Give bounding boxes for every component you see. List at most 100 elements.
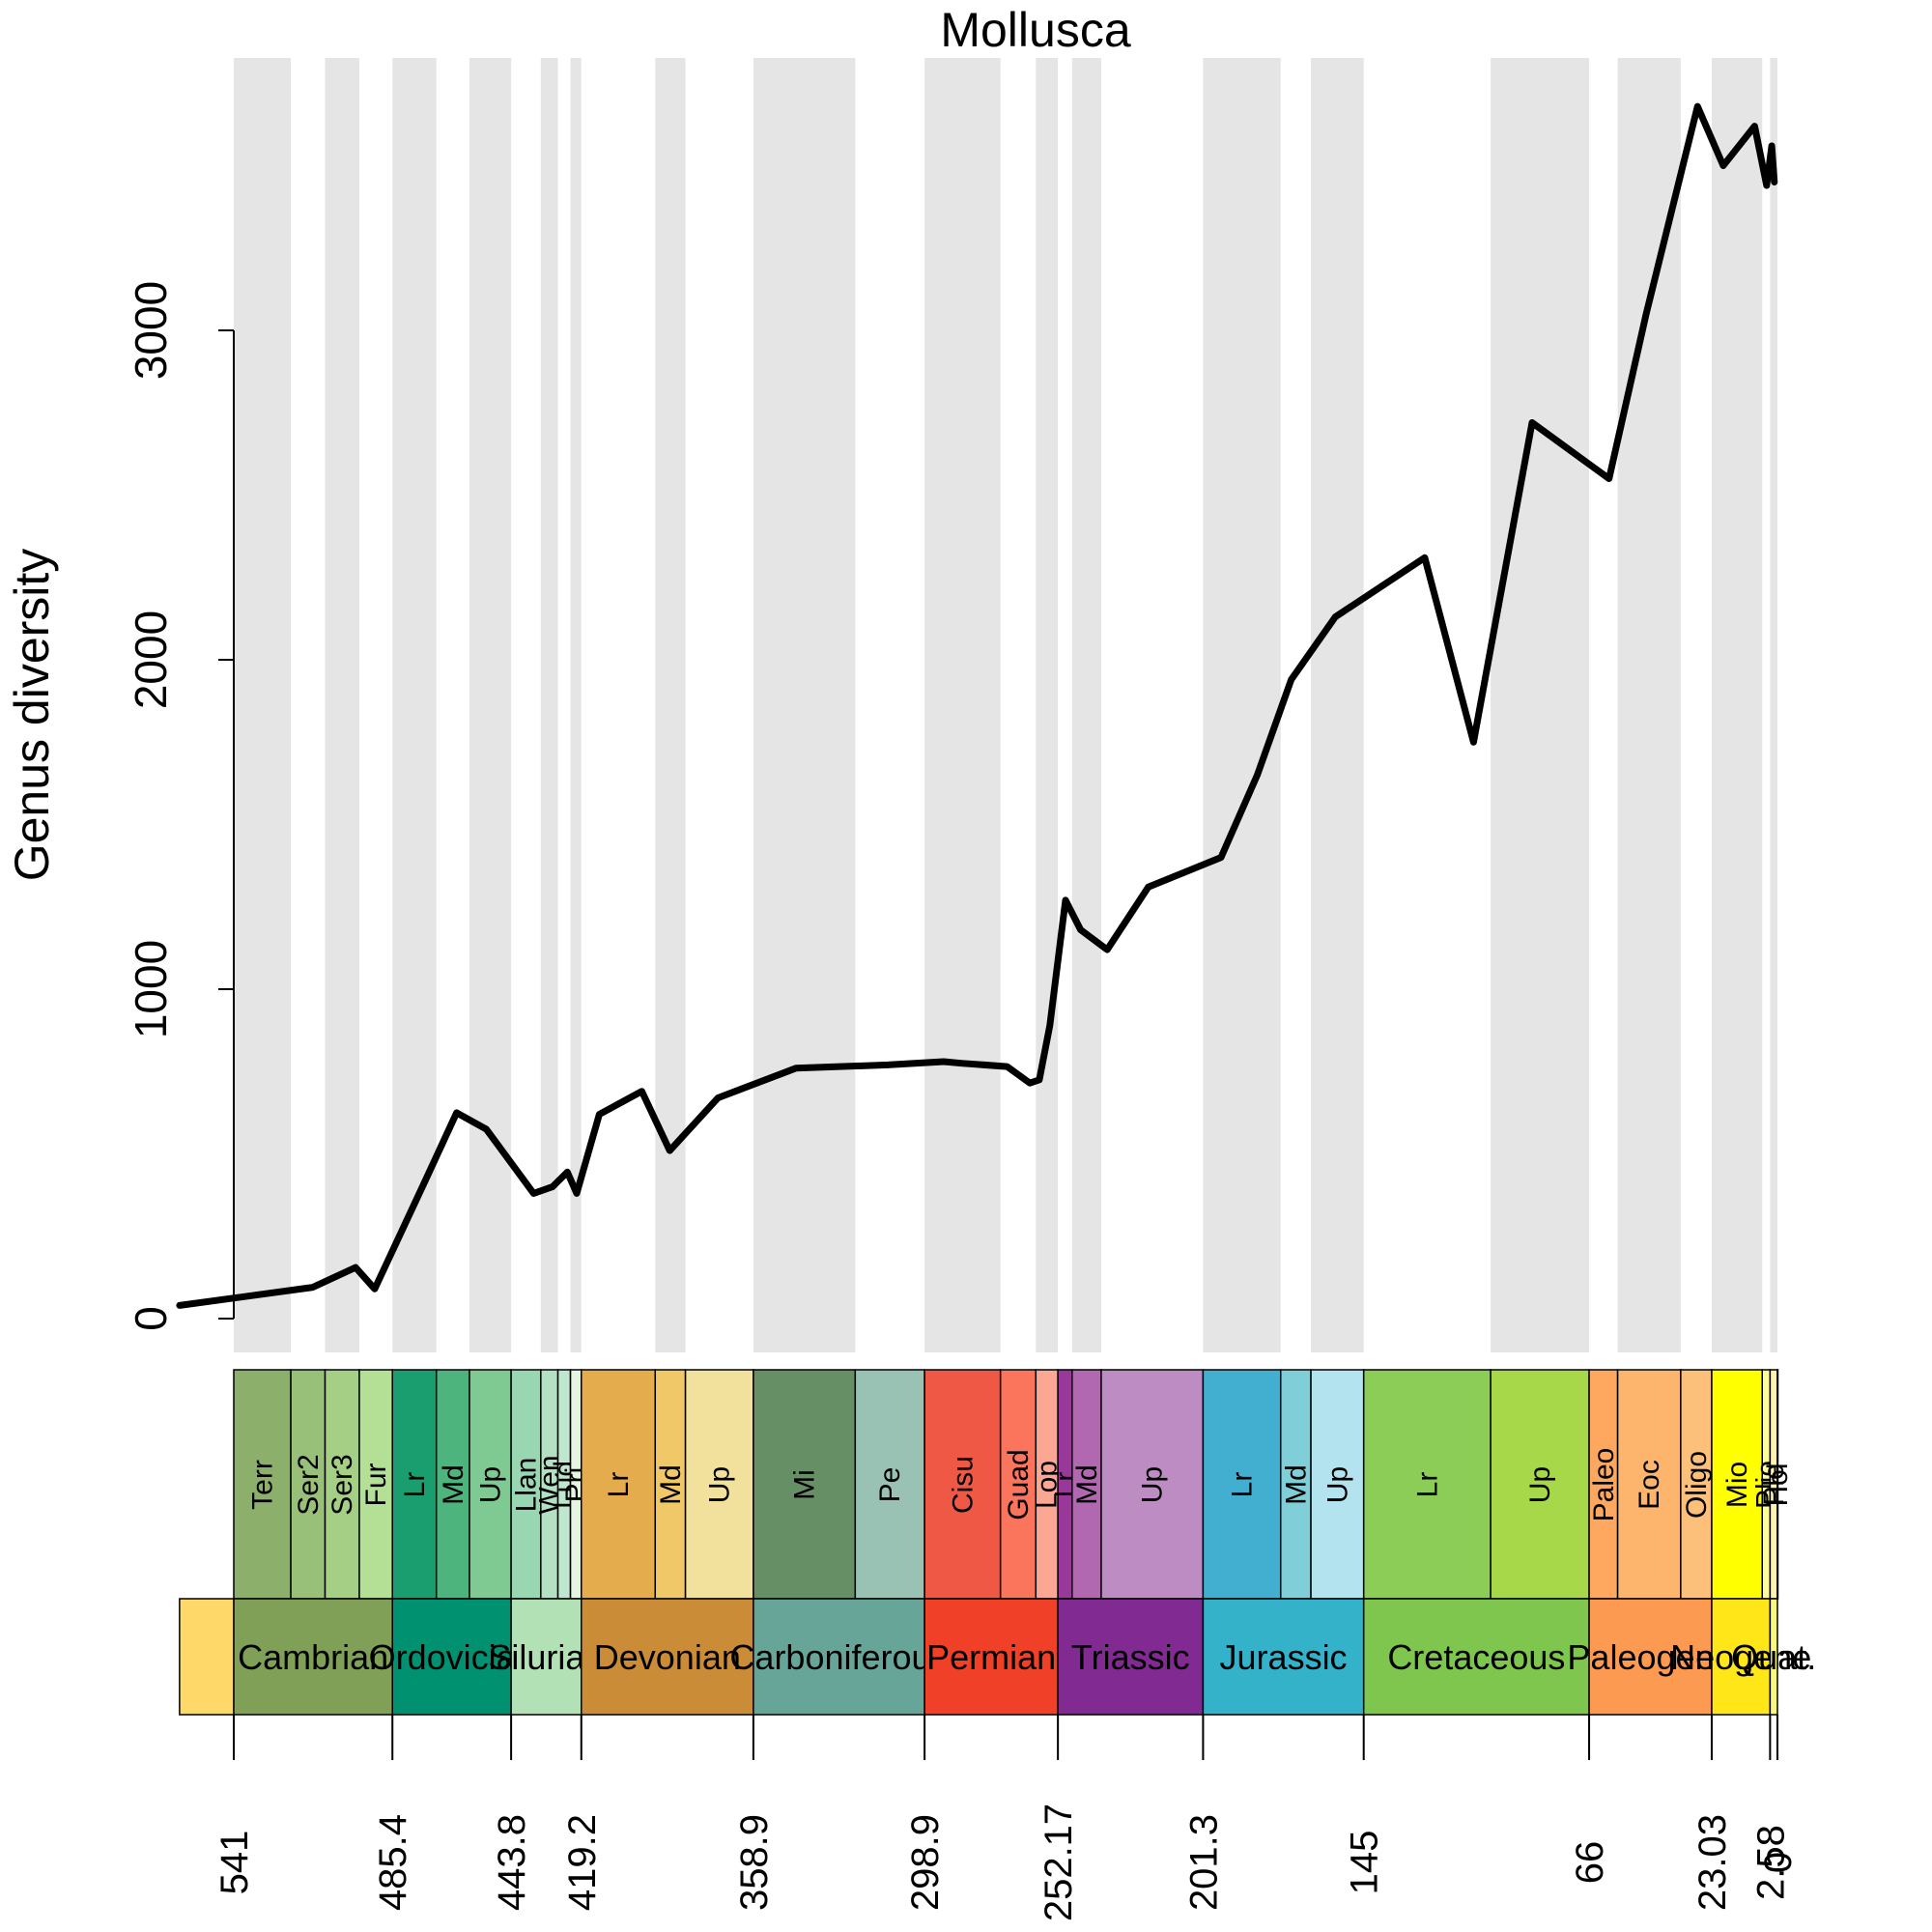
period-box — [510, 1598, 582, 1716]
stage-label: Hol — [1762, 1463, 1794, 1506]
period-box — [581, 1598, 754, 1716]
period-box — [753, 1598, 925, 1716]
stage-box — [923, 1369, 1002, 1600]
stage-band — [1711, 58, 1763, 1352]
period-label: Ordovician — [369, 1637, 535, 1677]
series-line-group — [176, 102, 1778, 1309]
stage-label: Up — [1321, 1466, 1353, 1503]
x-tick-label: 0 — [1757, 1852, 1800, 1873]
period-label: Cretaceous — [1387, 1637, 1565, 1677]
stage-band — [924, 58, 1001, 1352]
stage-band — [392, 58, 437, 1352]
period-label: Jurassic — [1220, 1637, 1348, 1677]
stage-label: Md — [438, 1464, 469, 1505]
x-tick-label: 541 — [213, 1831, 256, 1895]
stage-band — [655, 58, 686, 1352]
stage-box — [753, 1369, 857, 1600]
stage-band — [1036, 58, 1059, 1352]
stage-band — [540, 58, 558, 1352]
period-box — [1711, 1598, 1772, 1716]
period-box — [1362, 1598, 1590, 1716]
stage-box — [1100, 1369, 1205, 1600]
x-tick-label: 23.03 — [1691, 1814, 1734, 1911]
series-line — [176, 102, 1778, 1309]
period-box — [923, 1598, 1059, 1716]
period-label: Devonian — [594, 1637, 741, 1677]
stage-shading-bands — [234, 58, 1777, 1352]
stage-label: Terr — [247, 1460, 279, 1510]
stage-label: Lr — [1227, 1472, 1259, 1498]
x-axis: 541 485.4 443.8 419.2 358.9 298.9 252.17 201.3 1… — [213, 1715, 1800, 1921]
stage-label: Eoc — [1634, 1460, 1665, 1510]
period-label: Quat. — [1731, 1637, 1816, 1677]
stage-band — [325, 58, 359, 1352]
stage-box — [581, 1369, 657, 1600]
period-label: Cambrian — [238, 1637, 388, 1677]
y-tick-label: 0 — [126, 1306, 176, 1331]
stage-label: Ple — [1758, 1463, 1790, 1505]
period-box — [179, 1598, 235, 1716]
x-tick-label: 66 — [1569, 1841, 1611, 1885]
y-axis-label: Genus diversity — [5, 549, 59, 882]
stage-label: Up — [1137, 1466, 1169, 1503]
period-label: Paleogene — [1567, 1637, 1733, 1677]
stage-label: Ser3 — [327, 1454, 358, 1515]
period-box — [1202, 1598, 1365, 1716]
stage-label: Lr — [1411, 1472, 1443, 1498]
x-tick-label: 443.8 — [491, 1814, 533, 1911]
period-box — [391, 1598, 512, 1716]
x-tick-label: 201.3 — [1182, 1814, 1225, 1911]
stage-box — [1279, 1369, 1312, 1600]
period-label: Carboniferous — [729, 1637, 948, 1677]
y-tick-label: 1000 — [126, 940, 176, 1038]
x-tick-label: 485.4 — [372, 1814, 414, 1911]
period-box — [233, 1598, 393, 1716]
x-tick-label: 252.17 — [1037, 1804, 1080, 1921]
stage-band — [1617, 58, 1681, 1352]
stage-band — [1770, 58, 1777, 1352]
period-label: Permian — [926, 1637, 1056, 1677]
y-tick-label: 2000 — [126, 611, 176, 709]
stage-label: Fur — [360, 1463, 392, 1506]
y-axis: 0 1000 2000 3000 — [126, 281, 235, 1331]
stage-band — [1311, 58, 1364, 1352]
stage-label: Up — [475, 1466, 507, 1503]
stage-band — [1203, 58, 1281, 1352]
x-tick-label: 145 — [1344, 1831, 1386, 1895]
stage-label: Cisu — [947, 1456, 979, 1514]
stage-band — [1491, 58, 1590, 1352]
stage-label: Lr — [603, 1472, 635, 1498]
period-box — [1588, 1598, 1713, 1716]
stage-label: Up — [704, 1466, 736, 1503]
stage-label: Mi — [789, 1469, 821, 1500]
stage-label: Md — [1280, 1464, 1312, 1505]
stage-label: Md — [655, 1464, 687, 1505]
period-label: Neogene — [1670, 1637, 1811, 1677]
stage-label: Mio — [1721, 1462, 1753, 1508]
stage-box — [1202, 1369, 1282, 1600]
stage-box — [1310, 1369, 1365, 1600]
stage-band — [753, 58, 856, 1352]
stage-box — [1071, 1369, 1102, 1600]
stage-label: Oligo — [1681, 1451, 1713, 1519]
stage-box — [1490, 1369, 1590, 1600]
period-timescale: CambrianOrdovicianSilurianDevonianCarbon… — [179, 1598, 1816, 1716]
stage-label: Lr — [399, 1472, 431, 1498]
y-tick-label: 3000 — [126, 281, 176, 380]
stage-label: Guad — [1003, 1449, 1035, 1520]
stage-box — [1588, 1369, 1619, 1600]
chart-title: Mollusca — [940, 3, 1130, 57]
stage-label: Pe — [874, 1467, 906, 1503]
stage-band — [1071, 58, 1101, 1352]
stage-box — [1616, 1369, 1682, 1600]
stage-band — [234, 58, 292, 1352]
stage-box — [684, 1369, 754, 1600]
stage-label: Llan — [510, 1458, 542, 1513]
stage-box — [469, 1369, 512, 1600]
stage-label: Ser2 — [293, 1454, 325, 1515]
stage-band — [570, 58, 582, 1352]
stage-label: Paleo — [1588, 1448, 1620, 1522]
stage-label: Md — [1071, 1464, 1103, 1505]
